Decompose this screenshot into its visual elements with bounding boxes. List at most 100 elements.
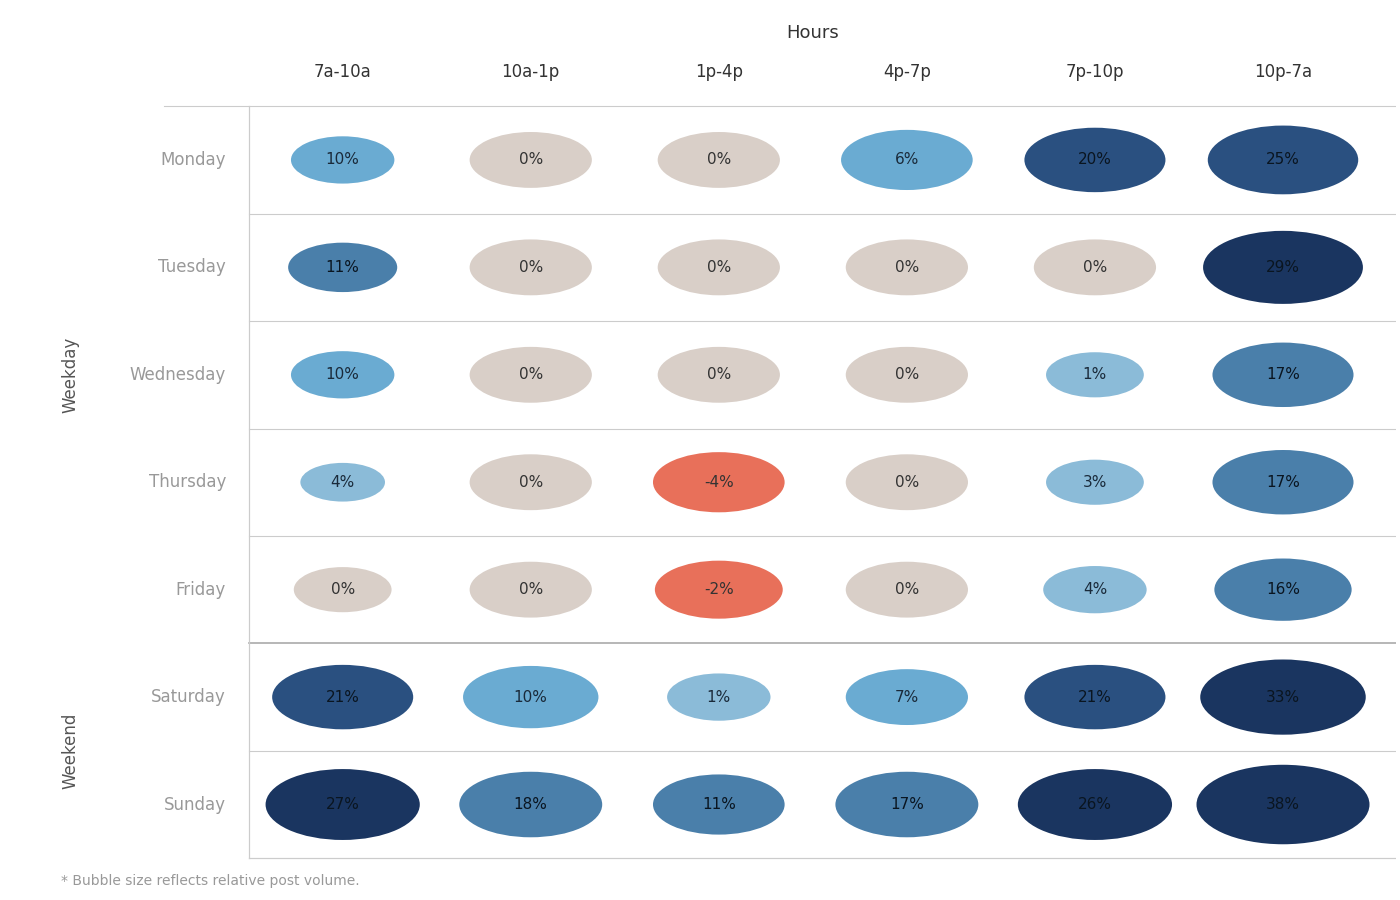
Text: 38%: 38% xyxy=(1266,797,1301,812)
Ellipse shape xyxy=(1200,660,1366,734)
Text: 20%: 20% xyxy=(1078,152,1112,167)
Ellipse shape xyxy=(1018,770,1172,840)
Text: 0%: 0% xyxy=(518,152,543,167)
Ellipse shape xyxy=(1212,343,1354,407)
Text: 0%: 0% xyxy=(707,152,731,167)
Text: 10%: 10% xyxy=(326,152,360,167)
Text: -4%: -4% xyxy=(704,474,734,490)
Ellipse shape xyxy=(666,673,770,721)
Text: 26%: 26% xyxy=(1078,797,1112,812)
Text: 10p-7a: 10p-7a xyxy=(1254,63,1312,81)
Ellipse shape xyxy=(1214,559,1351,621)
Text: 0%: 0% xyxy=(707,367,731,382)
Ellipse shape xyxy=(1212,450,1354,515)
Text: 0%: 0% xyxy=(895,474,918,490)
Text: 1%: 1% xyxy=(707,689,731,705)
Text: 4p-7p: 4p-7p xyxy=(883,63,931,81)
Ellipse shape xyxy=(846,239,967,295)
Text: 0%: 0% xyxy=(707,260,731,274)
Text: 11%: 11% xyxy=(326,260,360,274)
Text: 10%: 10% xyxy=(514,689,547,705)
Ellipse shape xyxy=(463,666,598,728)
Text: * Bubble size reflects relative post volume.: * Bubble size reflects relative post vol… xyxy=(60,874,360,888)
Ellipse shape xyxy=(469,239,592,295)
Text: 7a-10a: 7a-10a xyxy=(314,63,371,81)
Text: 1p-4p: 1p-4p xyxy=(694,63,743,81)
Ellipse shape xyxy=(469,132,592,188)
Ellipse shape xyxy=(658,239,780,295)
Text: 21%: 21% xyxy=(1078,689,1112,705)
Text: 0%: 0% xyxy=(518,582,543,598)
Text: 18%: 18% xyxy=(514,797,547,812)
Ellipse shape xyxy=(846,670,967,725)
Ellipse shape xyxy=(469,346,592,402)
Text: Weekday: Weekday xyxy=(62,337,78,413)
Text: 0%: 0% xyxy=(895,367,918,382)
Ellipse shape xyxy=(1046,352,1144,398)
Ellipse shape xyxy=(294,567,392,612)
Ellipse shape xyxy=(301,463,385,501)
Ellipse shape xyxy=(272,665,413,729)
Text: Saturday: Saturday xyxy=(151,688,225,706)
Text: 4%: 4% xyxy=(1082,582,1107,598)
Text: Monday: Monday xyxy=(161,151,225,169)
Ellipse shape xyxy=(846,454,967,510)
Ellipse shape xyxy=(469,562,592,617)
Ellipse shape xyxy=(1203,230,1364,304)
Text: 33%: 33% xyxy=(1266,689,1301,705)
Ellipse shape xyxy=(459,772,602,837)
Text: Tuesday: Tuesday xyxy=(158,258,225,276)
Ellipse shape xyxy=(291,351,395,399)
Text: 7%: 7% xyxy=(895,689,918,705)
Text: 0%: 0% xyxy=(1082,260,1107,274)
Text: 27%: 27% xyxy=(326,797,360,812)
Ellipse shape xyxy=(291,136,395,184)
Text: 21%: 21% xyxy=(326,689,360,705)
Ellipse shape xyxy=(288,243,398,292)
Text: 1%: 1% xyxy=(1082,367,1107,382)
Text: Friday: Friday xyxy=(176,580,225,598)
Ellipse shape xyxy=(266,770,420,840)
Text: 3%: 3% xyxy=(1082,474,1107,490)
Ellipse shape xyxy=(1197,765,1369,844)
Ellipse shape xyxy=(469,454,592,510)
Text: 0%: 0% xyxy=(518,260,543,274)
Text: Weekend: Weekend xyxy=(62,713,78,789)
Text: Thursday: Thursday xyxy=(148,473,225,491)
Text: Wednesday: Wednesday xyxy=(130,365,225,383)
Ellipse shape xyxy=(652,774,784,834)
Ellipse shape xyxy=(1208,126,1358,194)
Ellipse shape xyxy=(836,772,979,837)
Text: 10a-1p: 10a-1p xyxy=(501,63,560,81)
Ellipse shape xyxy=(846,346,967,402)
Text: 0%: 0% xyxy=(518,474,543,490)
Ellipse shape xyxy=(841,130,973,190)
Text: Hours: Hours xyxy=(787,24,839,42)
Text: 29%: 29% xyxy=(1266,260,1301,274)
Text: 25%: 25% xyxy=(1266,152,1301,167)
Text: 11%: 11% xyxy=(701,797,736,812)
Text: 17%: 17% xyxy=(1266,474,1301,490)
Text: 17%: 17% xyxy=(1266,367,1301,382)
Ellipse shape xyxy=(655,561,783,618)
Text: 0%: 0% xyxy=(330,582,354,598)
Ellipse shape xyxy=(1025,128,1165,193)
Text: 7p-10p: 7p-10p xyxy=(1065,63,1124,81)
Ellipse shape xyxy=(846,562,967,617)
Text: 16%: 16% xyxy=(1266,582,1301,598)
Ellipse shape xyxy=(1033,239,1156,295)
Text: 17%: 17% xyxy=(890,797,924,812)
Ellipse shape xyxy=(1046,460,1144,505)
Text: 0%: 0% xyxy=(518,367,543,382)
Ellipse shape xyxy=(658,346,780,402)
Text: 0%: 0% xyxy=(895,582,918,598)
Text: 10%: 10% xyxy=(326,367,360,382)
Ellipse shape xyxy=(1043,566,1147,613)
Text: 6%: 6% xyxy=(895,152,918,167)
Text: -2%: -2% xyxy=(704,582,734,598)
Text: Sunday: Sunday xyxy=(164,796,225,814)
Text: 0%: 0% xyxy=(895,260,918,274)
Ellipse shape xyxy=(652,452,784,512)
Ellipse shape xyxy=(1025,665,1165,729)
Text: 4%: 4% xyxy=(330,474,354,490)
